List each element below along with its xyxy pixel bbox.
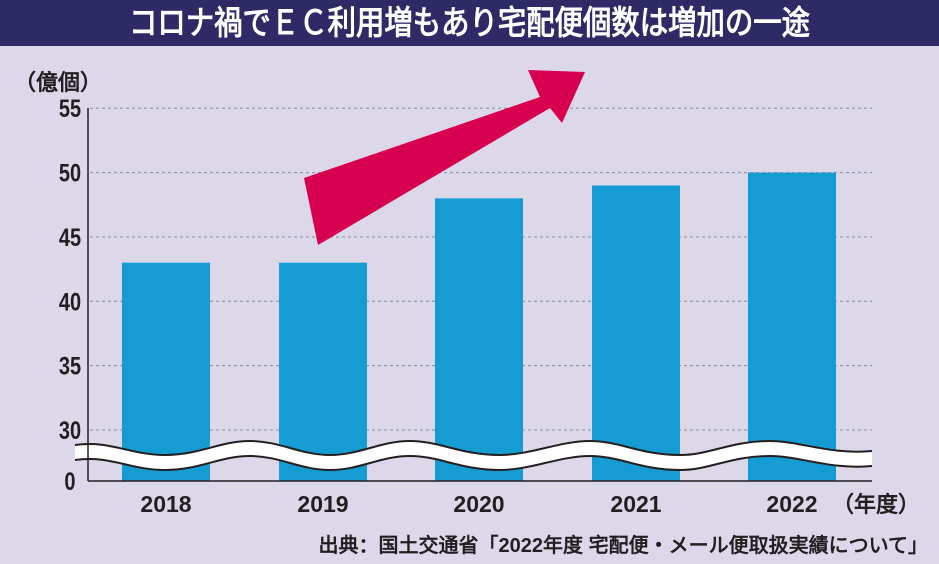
source-note: 出典：国土交通省「2022年度 宅配便・メール便取扱実績について」 <box>319 533 928 557</box>
bar-2020 <box>435 198 523 481</box>
bar-2018 <box>122 262 210 481</box>
title-bar <box>0 0 939 46</box>
y-tick-label: 45 <box>59 224 81 252</box>
y-tick-label: 0 <box>64 468 75 496</box>
x-tick-label: 2019 <box>297 491 348 517</box>
x-tick-label: 2022 <box>766 491 817 517</box>
y-tick-label: 55 <box>59 95 81 123</box>
chart-title: コロナ禍でＥＣ利用増もあり宅配便個数は増加の一途 <box>128 4 811 41</box>
x-axis-unit: （年度） <box>832 492 920 517</box>
bar-2021 <box>592 185 680 481</box>
axis-break <box>74 439 873 472</box>
y-tick-label: 50 <box>59 160 81 188</box>
x-tick-label: 2020 <box>453 491 504 517</box>
y-tick-label: 40 <box>59 288 81 316</box>
x-tick-label: 2021 <box>610 491 661 517</box>
x-tick-label: 2018 <box>140 491 191 517</box>
growth-arrow <box>304 70 585 245</box>
y-tick-label: 35 <box>59 353 81 381</box>
y-axis-unit: （億個） <box>14 70 102 95</box>
y-tick-label: 30 <box>59 417 81 445</box>
bar-2019 <box>279 262 367 481</box>
bar-2022 <box>748 172 836 481</box>
